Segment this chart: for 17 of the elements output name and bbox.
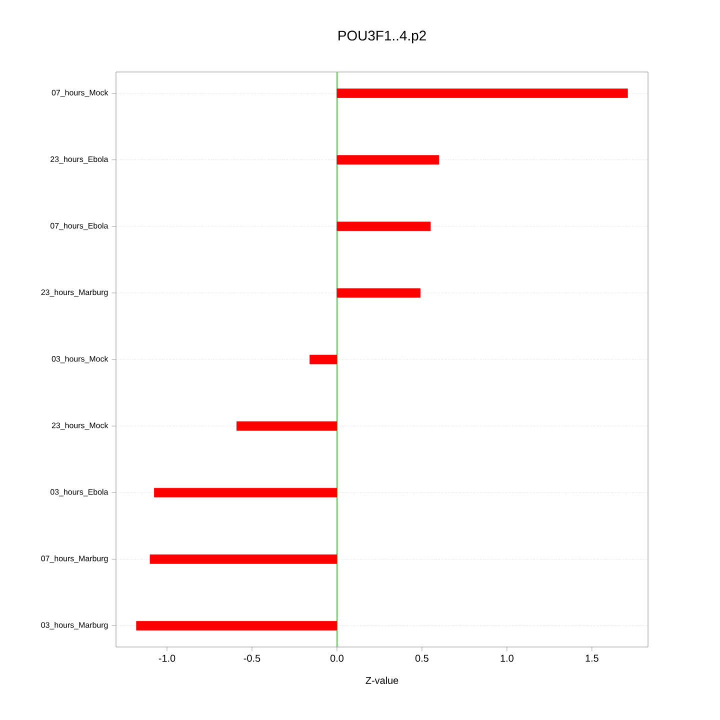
bar (336, 155, 440, 165)
x-tick-label: 1.0 (500, 654, 514, 662)
x-tick-label: -0.5 (244, 654, 260, 662)
x-tick-label: -1.0 (158, 654, 176, 662)
bar (136, 621, 338, 630)
x-tick-label: 0.5 (415, 654, 428, 662)
bar (310, 354, 338, 364)
chart-title: POU3F1..4.p2 (338, 30, 426, 44)
x-tick-label: 1.5 (586, 654, 598, 662)
bar (150, 554, 338, 564)
bar (236, 421, 338, 431)
bar (154, 488, 338, 498)
bar (336, 222, 431, 232)
bar (336, 288, 420, 298)
bar (336, 88, 628, 98)
x-axis-title: Z-value (366, 676, 398, 684)
x-tick-label: 0.0 (330, 654, 344, 662)
